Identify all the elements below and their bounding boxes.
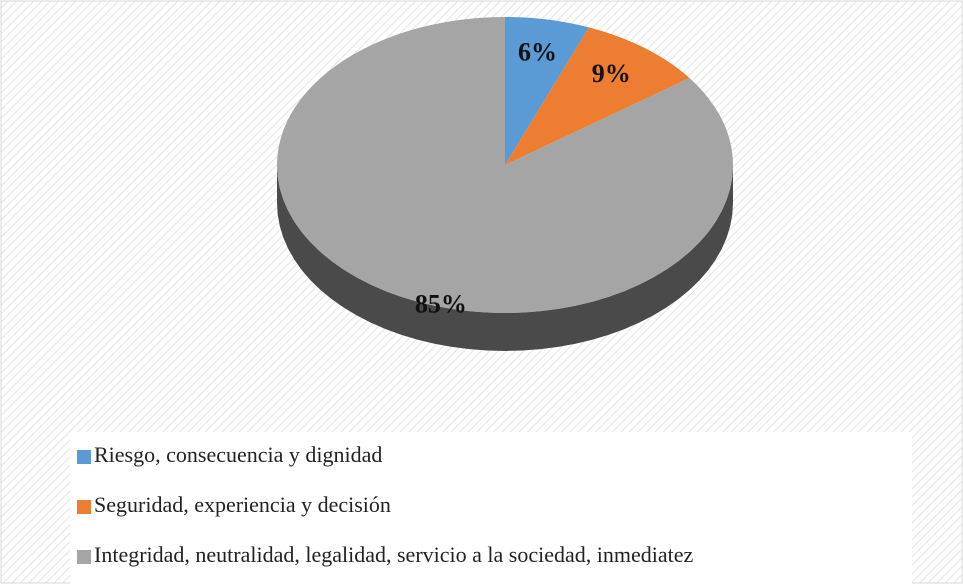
- pie: 6% 9% 85%: [277, 17, 733, 351]
- legend-swatch: [77, 500, 91, 514]
- legend-label: Seguridad, experiencia y decisión: [94, 492, 391, 517]
- slice: [505, 27, 690, 165]
- legend: Riesgo, consecuencia y dignidad Seguridad…: [77, 442, 693, 567]
- legend-label: Riesgo, consecuencia y dignidad: [94, 442, 382, 467]
- legend-label: Integridad, neutralidad, legalidad, serv…: [94, 542, 693, 567]
- data-label: 85%: [415, 290, 467, 319]
- slice: [277, 17, 733, 313]
- data-label: 9%: [592, 59, 631, 88]
- legend-swatch: [77, 550, 91, 564]
- data-label: 6%: [518, 37, 557, 66]
- legend-box: [70, 432, 912, 584]
- legend-swatch: [77, 450, 91, 464]
- slice: [505, 17, 589, 165]
- slice-side: [277, 165, 733, 351]
